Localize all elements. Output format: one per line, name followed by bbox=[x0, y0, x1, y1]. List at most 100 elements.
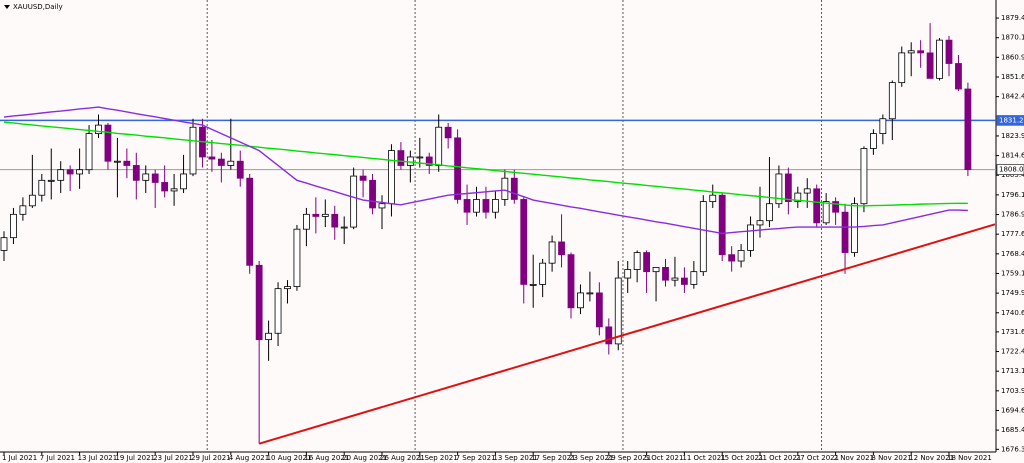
candle-body bbox=[888, 82, 896, 120]
x-tick-label: 20 Aug 2021 bbox=[342, 454, 387, 462]
candle-body bbox=[350, 175, 358, 228]
y-tick-label: 1823.90 bbox=[1001, 132, 1024, 140]
candle-body bbox=[435, 126, 443, 166]
candle-body bbox=[662, 267, 669, 281]
x-tick-label: 7 Sep 2021 bbox=[456, 454, 496, 462]
y-tick-label: 1860.90 bbox=[1001, 53, 1024, 61]
candle-body bbox=[10, 213, 17, 239]
x-tick-label: 15 Oct 2021 bbox=[720, 454, 763, 462]
x-tick-label: 7 Jul 2021 bbox=[40, 454, 75, 462]
candle-body bbox=[586, 292, 594, 295]
candle-body bbox=[132, 165, 140, 181]
candle-body bbox=[76, 169, 83, 175]
candle-body bbox=[227, 160, 235, 166]
x-tick-label: 10 Aug 2021 bbox=[267, 454, 312, 462]
candle-body bbox=[95, 124, 102, 135]
x-tick-label: 8 Nov 2021 bbox=[871, 454, 911, 462]
candle-body bbox=[699, 201, 707, 273]
candle-body bbox=[359, 175, 367, 181]
candle-body bbox=[964, 88, 972, 171]
candle-body bbox=[123, 160, 131, 166]
candle-body bbox=[331, 213, 339, 228]
candle-body bbox=[293, 228, 301, 287]
candle-body bbox=[180, 173, 187, 190]
candle-body bbox=[917, 50, 925, 54]
moving-average bbox=[3, 121, 968, 207]
candle-body bbox=[236, 160, 244, 179]
candle-body bbox=[397, 150, 405, 166]
candle-body bbox=[274, 288, 282, 334]
candle-body bbox=[643, 252, 650, 273]
level-label: 1831.20 bbox=[999, 116, 1024, 124]
candle-body bbox=[208, 156, 216, 160]
y-tick-label: 1851.65 bbox=[1001, 73, 1024, 81]
candle-body bbox=[378, 203, 386, 209]
candle-body bbox=[936, 39, 943, 79]
y-tick-label: 1842.40 bbox=[1001, 93, 1024, 101]
candle-body bbox=[340, 226, 348, 229]
candle-body bbox=[501, 177, 509, 200]
x-tick-label: 5 Oct 2021 bbox=[645, 454, 684, 462]
candle-body bbox=[737, 250, 745, 262]
x-tick-label: 13 Sep 2021 bbox=[493, 454, 537, 462]
candle-body bbox=[38, 179, 46, 196]
y-tick-label: 1777.65 bbox=[1001, 230, 1024, 238]
candle-body bbox=[482, 199, 490, 213]
candle-body bbox=[614, 277, 622, 345]
x-tick-label: 23 Jul 2021 bbox=[153, 454, 193, 462]
candle-body bbox=[832, 201, 839, 213]
x-tick-label: 1 Jul 2021 bbox=[2, 454, 37, 462]
x-tick-label: 19 Jul 2021 bbox=[115, 454, 155, 462]
candle-body bbox=[142, 173, 150, 181]
x-tick-label: 23 Sep 2021 bbox=[569, 454, 613, 462]
candle-body bbox=[114, 160, 121, 163]
candle-body bbox=[217, 158, 225, 166]
candle-body bbox=[870, 133, 877, 149]
candle-body bbox=[671, 277, 679, 281]
candle-body bbox=[161, 182, 169, 192]
candle-body bbox=[47, 179, 55, 182]
candle-body bbox=[170, 188, 178, 192]
y-tick-label: 1814.65 bbox=[1001, 152, 1024, 160]
y-tick-label: 1676.35 bbox=[1001, 445, 1024, 453]
candle-body bbox=[756, 220, 764, 226]
candle-body bbox=[595, 292, 603, 328]
y-tick-label: 1749.90 bbox=[1001, 289, 1024, 297]
y-tick-label: 1786.90 bbox=[1001, 211, 1024, 219]
candle-body bbox=[57, 169, 65, 181]
candle-body bbox=[681, 277, 688, 285]
x-tick-label: 12 Nov 2021 bbox=[909, 454, 954, 462]
level-tag bbox=[996, 164, 1024, 175]
x-tick-label: 2 Nov 2021 bbox=[834, 454, 874, 462]
candle-body bbox=[851, 203, 858, 253]
candle-body bbox=[19, 205, 27, 215]
y-tick-label: 1796.15 bbox=[1001, 191, 1024, 199]
candle-body bbox=[510, 177, 518, 200]
candle-body bbox=[803, 188, 811, 194]
candle-body bbox=[926, 52, 934, 79]
candle-body bbox=[633, 252, 641, 270]
candle-body bbox=[265, 332, 273, 341]
candle-body bbox=[454, 137, 462, 200]
candle-body bbox=[709, 194, 717, 202]
x-tick-label: 21 Oct 2021 bbox=[758, 454, 801, 462]
candle-body bbox=[151, 173, 159, 183]
x-tick-label: 11 Oct 2021 bbox=[682, 454, 725, 462]
y-tick-label: 1759.15 bbox=[1001, 269, 1024, 277]
candle-body bbox=[624, 269, 632, 279]
level-tag bbox=[996, 115, 1024, 126]
candle-body bbox=[491, 199, 499, 213]
candle-body bbox=[28, 194, 36, 207]
candle-body bbox=[189, 126, 197, 175]
candle-body bbox=[567, 254, 575, 309]
candle-body bbox=[321, 213, 329, 217]
candle-body bbox=[548, 241, 556, 264]
trendline bbox=[258, 223, 996, 445]
candle-body bbox=[813, 188, 821, 224]
candle-body bbox=[255, 264, 263, 341]
candle-body bbox=[388, 150, 395, 205]
candle-body bbox=[879, 118, 887, 135]
x-tick-label: 27 Oct 2021 bbox=[796, 454, 839, 462]
candle-body bbox=[718, 194, 726, 256]
